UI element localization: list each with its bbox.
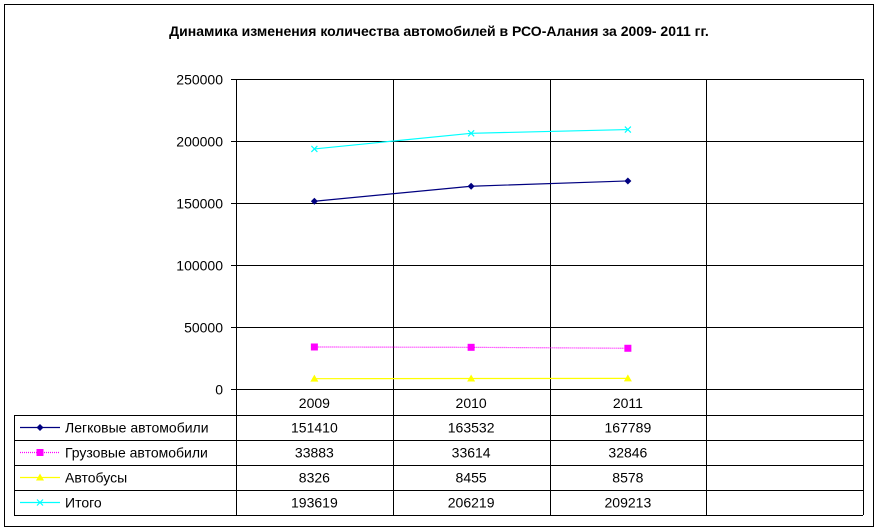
square-marker xyxy=(467,343,475,351)
diamond-marker xyxy=(467,182,475,190)
y-tick-label: 100000 xyxy=(176,258,223,274)
table-cell: 8455 xyxy=(456,470,487,486)
legend-key-0 xyxy=(20,424,60,431)
square-marker xyxy=(624,344,632,352)
table-cell: 8326 xyxy=(299,470,330,486)
chart-title: Динамика изменения количества автомобиле… xyxy=(169,23,709,39)
category-label: 2011 xyxy=(613,395,643,411)
diamond-marker xyxy=(624,177,632,185)
category-label: 2009 xyxy=(299,395,330,411)
x-marker xyxy=(36,499,44,506)
data-point xyxy=(624,344,632,352)
table-cell: 151410 xyxy=(291,420,338,436)
square-marker xyxy=(310,343,318,351)
table-cell: 167789 xyxy=(605,420,652,436)
data-point xyxy=(310,145,318,153)
y-tick-label: 0 xyxy=(215,382,223,398)
y-tick-label: 150000 xyxy=(176,196,223,212)
legend-label: Автобусы xyxy=(65,470,127,486)
legend-key-2 xyxy=(20,473,60,481)
square-marker xyxy=(36,449,44,456)
y-tick-label: 50000 xyxy=(184,320,223,336)
category-label: 2010 xyxy=(456,395,487,411)
table-cell: 206219 xyxy=(448,495,495,511)
x-marker xyxy=(467,129,475,137)
table-cell: 8578 xyxy=(612,470,643,486)
legend-key-3 xyxy=(20,499,60,506)
data-point xyxy=(467,129,475,137)
data-point xyxy=(310,374,319,382)
x-marker xyxy=(624,126,632,134)
data-point xyxy=(467,343,475,351)
table-cell: 32846 xyxy=(608,445,647,461)
x-marker xyxy=(310,145,318,153)
triangle-marker xyxy=(36,473,44,481)
diamond-marker xyxy=(36,424,44,431)
table-cell: 33614 xyxy=(452,445,491,461)
triangle-marker xyxy=(467,374,476,382)
legend-label: Итого xyxy=(65,495,102,511)
data-point xyxy=(624,177,632,185)
table-cell: 193619 xyxy=(291,495,338,511)
table-cell: 209213 xyxy=(605,495,652,511)
table-cell: 163532 xyxy=(448,420,495,436)
data-point xyxy=(623,374,632,382)
triangle-marker xyxy=(623,374,632,382)
legend-label: Легковые автомобили xyxy=(65,420,209,436)
y-tick-label: 200000 xyxy=(176,134,223,150)
data-point xyxy=(624,126,632,134)
diamond-marker xyxy=(310,197,318,205)
data-point xyxy=(310,343,318,351)
legend-label: Грузовые автомобили xyxy=(65,445,208,461)
data-point xyxy=(310,197,318,205)
data-point xyxy=(467,182,475,190)
table-cell: 33883 xyxy=(295,445,334,461)
data-point xyxy=(467,374,476,382)
legend-key-1 xyxy=(20,449,60,456)
y-tick-label: 250000 xyxy=(176,72,223,88)
triangle-marker xyxy=(310,374,319,382)
